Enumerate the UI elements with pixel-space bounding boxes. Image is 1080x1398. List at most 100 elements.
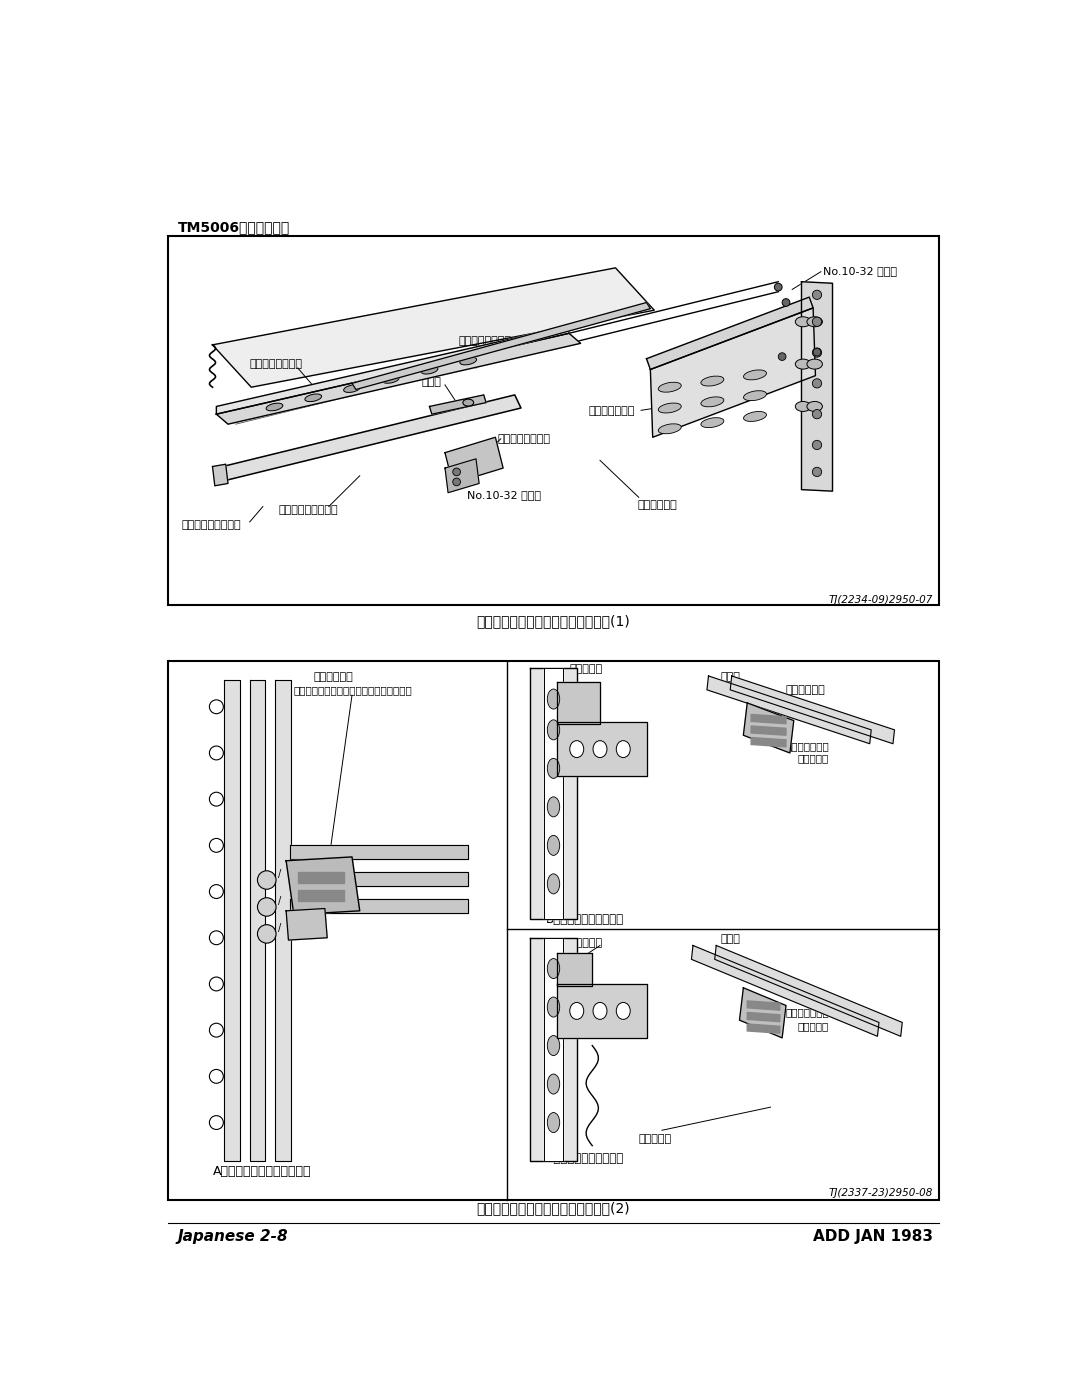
Ellipse shape: [593, 1002, 607, 1019]
Text: ADD JAN 1983: ADD JAN 1983: [813, 1229, 933, 1244]
Polygon shape: [298, 872, 345, 884]
Ellipse shape: [548, 1113, 559, 1132]
Text: A　前面レールへの取り付け: A 前面レールへの取り付け: [213, 1165, 311, 1179]
Polygon shape: [213, 464, 228, 485]
Ellipse shape: [266, 403, 283, 411]
Polygon shape: [530, 668, 577, 918]
Bar: [167, 661, 940, 1199]
Polygon shape: [216, 326, 569, 414]
Polygon shape: [557, 953, 592, 986]
Text: 後部レールへの: 後部レールへの: [786, 741, 829, 751]
Circle shape: [453, 468, 460, 475]
Polygon shape: [430, 394, 486, 414]
Polygon shape: [225, 679, 240, 1162]
Ellipse shape: [617, 741, 631, 758]
Text: 後部レール: 後部レール: [569, 664, 603, 674]
Circle shape: [812, 317, 822, 326]
Ellipse shape: [548, 720, 559, 740]
Circle shape: [782, 299, 789, 306]
Polygon shape: [557, 682, 600, 724]
Text: バー・ナット: バー・ナット: [313, 672, 353, 682]
Circle shape: [812, 291, 822, 299]
Circle shape: [453, 478, 460, 485]
Circle shape: [774, 284, 782, 291]
Text: 後部レールへの: 後部レールへの: [786, 1007, 829, 1018]
Circle shape: [210, 1069, 224, 1083]
Polygon shape: [216, 394, 521, 481]
Circle shape: [813, 348, 821, 356]
Ellipse shape: [463, 400, 474, 405]
Ellipse shape: [701, 397, 724, 407]
Polygon shape: [801, 282, 833, 491]
Ellipse shape: [305, 394, 322, 401]
Circle shape: [210, 1116, 224, 1130]
Text: Japanese 2-8: Japanese 2-8: [177, 1229, 288, 1244]
Circle shape: [812, 410, 822, 419]
Polygon shape: [291, 872, 469, 886]
Text: ストップ・ラッチ穴: ストップ・ラッチ穴: [181, 520, 241, 530]
Polygon shape: [291, 899, 469, 913]
Bar: [167, 235, 940, 605]
Polygon shape: [213, 268, 654, 387]
Polygon shape: [743, 703, 794, 754]
Text: No.10-32 小ネジ: No.10-32 小ネジ: [467, 489, 541, 499]
Text: 小ネジ: 小ネジ: [720, 672, 740, 682]
Text: （前面レールにタップがない場合に使用）: （前面レールにタップがない場合に使用）: [294, 685, 413, 695]
Polygon shape: [747, 1012, 780, 1022]
Text: バーナット: バーナット: [638, 1134, 672, 1144]
Circle shape: [812, 467, 822, 477]
Ellipse shape: [795, 317, 811, 327]
Text: スライド・トラック: スライド・トラック: [279, 505, 338, 514]
Ellipse shape: [382, 376, 400, 383]
Ellipse shape: [701, 418, 724, 428]
Text: /: /: [278, 870, 281, 879]
Circle shape: [812, 379, 822, 389]
Circle shape: [210, 839, 224, 853]
Ellipse shape: [701, 376, 724, 386]
Polygon shape: [530, 938, 577, 1162]
Ellipse shape: [548, 997, 559, 1018]
Ellipse shape: [343, 384, 361, 393]
Text: /: /: [278, 896, 281, 906]
Circle shape: [812, 440, 822, 450]
Circle shape: [210, 700, 224, 714]
Circle shape: [812, 348, 822, 356]
Polygon shape: [275, 679, 291, 1162]
Polygon shape: [286, 909, 327, 939]
Ellipse shape: [548, 874, 559, 893]
Ellipse shape: [570, 741, 583, 758]
Text: 後部レール: 後部レール: [569, 938, 603, 948]
Circle shape: [210, 747, 224, 761]
Ellipse shape: [460, 358, 476, 365]
Ellipse shape: [548, 836, 559, 856]
Text: C　奥行きの浅いラック: C 奥行きの浅いラック: [545, 1152, 624, 1165]
Polygon shape: [740, 988, 786, 1037]
Text: TJ(2234-09)2950-07: TJ(2234-09)2950-07: [828, 596, 933, 605]
Polygon shape: [557, 984, 647, 1037]
Ellipse shape: [807, 401, 823, 411]
Polygon shape: [445, 438, 503, 484]
Text: リア・サポート: リア・サポート: [589, 407, 635, 417]
Circle shape: [210, 793, 224, 807]
Text: /: /: [278, 923, 281, 932]
Text: B　奥行きの深いラック: B 奥行きの深いラック: [545, 913, 624, 925]
Ellipse shape: [548, 1036, 559, 1055]
Polygon shape: [691, 945, 879, 1036]
Polygon shape: [751, 738, 786, 747]
Text: TM5006型　取扱説明: TM5006型 取扱説明: [177, 219, 289, 233]
Ellipse shape: [593, 741, 607, 758]
Polygon shape: [216, 333, 581, 424]
Circle shape: [257, 871, 276, 889]
Ellipse shape: [548, 797, 559, 816]
Circle shape: [210, 931, 224, 945]
Text: バー・ナット: バー・ナット: [786, 685, 826, 695]
Text: 取り付け面: 取り付け面: [798, 1021, 828, 1030]
Ellipse shape: [743, 370, 767, 380]
Ellipse shape: [548, 689, 559, 709]
Polygon shape: [298, 891, 345, 900]
Ellipse shape: [743, 411, 767, 421]
Ellipse shape: [617, 1002, 631, 1019]
Circle shape: [257, 924, 276, 944]
Ellipse shape: [795, 401, 811, 411]
Polygon shape: [707, 677, 872, 744]
